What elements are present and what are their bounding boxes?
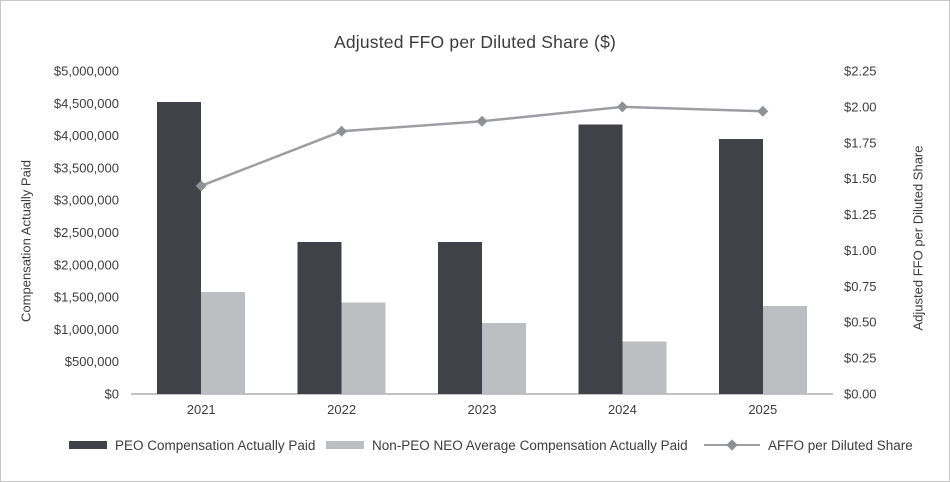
bar-peo-2025 [718,138,763,394]
left-axis-tick: $500,000 [65,354,119,369]
category-label: 2023 [468,402,497,417]
chart-title: Adjusted FFO per Diluted Share ($) [333,32,617,52]
right-axis-tick: $1.00 [844,243,877,258]
legend-item-non-peo: Non-PEO NEO Average Compensation Actuall… [326,435,688,455]
bar-non-peo-2022 [341,302,386,394]
non-peo-bar-swatch-icon [326,441,364,449]
bar-non-peo-2023 [482,322,526,394]
left-axis-tick: $2,000,000 [54,257,119,272]
left-axis-tick: $1,000,000 [54,322,119,337]
legend-label-non-peo: Non-PEO NEO Average Compensation Actuall… [372,437,688,453]
diamond-marker-2022 [336,125,348,137]
bar-peo-2024 [578,124,623,395]
diamond-marker-2021 [195,180,207,192]
left-axis-tick: $5,000,000 [54,64,119,79]
bar-non-peo-2025 [762,306,807,394]
right-axis-tick: $2.25 [844,64,877,79]
right-axis-tick: $0.00 [844,387,877,402]
diamond-marker-2025 [757,105,769,117]
bar-non-peo-2021 [201,291,246,394]
category-label: 2025 [748,402,777,417]
category-label: 2022 [327,402,356,417]
left-axis-tick: $3,000,000 [54,193,119,208]
right-axis-tick: $1.50 [844,171,877,186]
left-axis-tick: $4,500,000 [54,96,119,111]
bar-peo-2021 [157,102,202,395]
affo-line-swatch-icon [704,439,760,451]
category-label: 2021 [187,402,216,417]
diamond-marker-2023 [476,115,488,127]
diamond-marker-2024 [616,101,628,113]
left-axis-tick: $4,000,000 [54,128,119,143]
bar-non-peo-2024 [622,341,667,394]
right-axis-tick: $1.75 [844,135,877,150]
right-axis-tick: $0.75 [844,279,877,294]
left-axis-tick: $1,500,000 [54,290,119,305]
legend-item-peo: PEO Compensation Actually Paid [69,435,315,455]
legend-item-affo: AFFO per Diluted Share [704,435,913,455]
left-axis-tick: $2,500,000 [54,225,119,240]
peo-bar-swatch-icon [69,441,107,449]
bar-peo-2022 [297,242,342,394]
bar-peo-2023 [438,242,482,394]
legend: PEO Compensation Actually Paid Non-PEO N… [1,435,949,455]
right-axis-tick: $0.50 [844,315,877,330]
left-axis-tick: $0 [105,387,119,402]
right-axis-tick: $1.25 [844,207,877,222]
right-axis-tick: $2.00 [844,99,877,114]
legend-label-peo: PEO Compensation Actually Paid [115,437,316,453]
left-axis-tick: $3,500,000 [54,160,119,175]
category-label: 2024 [608,402,637,417]
right-axis-tick: $0.25 [844,351,877,366]
legend-label-affo: AFFO per Diluted Share [768,437,913,453]
